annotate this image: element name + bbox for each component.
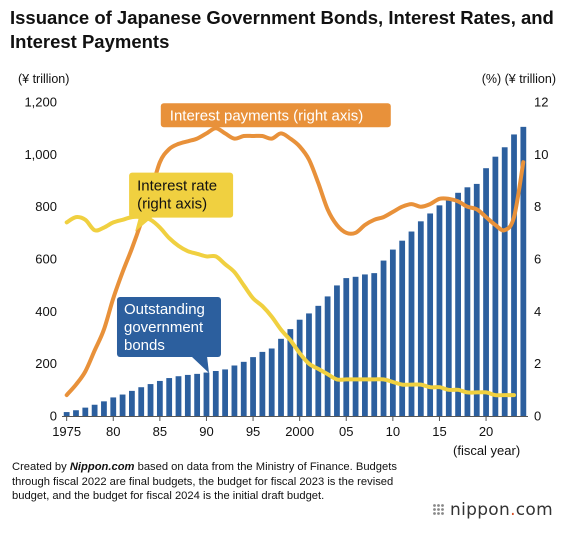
bar-outstanding: [175, 376, 182, 416]
right-tick-label: 8: [534, 199, 541, 214]
bar-outstanding: [501, 147, 508, 417]
left-tick-label: 1,000: [24, 147, 57, 162]
right-tick-label: 10: [534, 147, 548, 162]
bar-outstanding: [212, 370, 219, 416]
interest-rate-label-box: [129, 172, 234, 218]
bar-outstanding: [427, 213, 434, 416]
bar-outstanding: [362, 274, 368, 416]
bar-outstanding: [483, 168, 489, 416]
x-tick-label: 90: [199, 424, 213, 439]
left-axis-label: (¥ trillion): [18, 72, 69, 86]
outstanding-label-line: government: [124, 319, 204, 336]
bar-outstanding: [324, 296, 331, 416]
interest-payments-label: Interest payments (right axis): [170, 107, 363, 124]
bar-outstanding: [464, 187, 471, 416]
x-tick-label: 95: [246, 424, 260, 439]
bar-outstanding: [380, 260, 387, 416]
brand-dot: .: [510, 500, 516, 520]
bar-series-outstanding: [63, 126, 527, 417]
x-tick-label: 80: [106, 424, 120, 439]
x-tick-label: 1975: [52, 424, 81, 439]
bar-outstanding: [73, 410, 79, 416]
bar-outstanding: [287, 329, 294, 416]
outstanding-label-box: [116, 296, 221, 357]
x-tick-label: 2000: [285, 424, 314, 439]
bar-outstanding: [63, 412, 70, 416]
x-axis-label: (fiscal year): [453, 443, 520, 458]
bar-outstanding: [82, 407, 89, 416]
bar-outstanding: [203, 372, 210, 416]
bar-outstanding: [147, 384, 154, 416]
interest-rate-label-pointer: [135, 216, 154, 232]
right-tick-label: 0: [534, 409, 541, 424]
x-tick-label: 10: [386, 424, 400, 439]
bar-outstanding: [278, 338, 284, 416]
bar-outstanding: [389, 249, 396, 416]
right-tick-label: 6: [534, 252, 541, 267]
right-axis-label: (%) (¥ trillion): [482, 72, 556, 86]
bar-outstanding: [91, 404, 98, 416]
bar-outstanding: [194, 373, 201, 416]
bar-outstanding: [436, 205, 443, 416]
chart: (¥ trillion) (%) (¥ trillion)020040060080…: [18, 72, 556, 458]
bar-outstanding: [184, 374, 191, 416]
bar-outstanding: [250, 357, 256, 416]
bar-outstanding: [520, 126, 527, 416]
left-tick-label: 600: [35, 252, 57, 267]
bar-outstanding: [315, 305, 322, 416]
bar-outstanding: [119, 394, 126, 416]
brand-name: nippon: [450, 500, 511, 520]
source-note: Created by Nippon.com based on data from…: [12, 460, 422, 504]
bar-outstanding: [231, 365, 238, 416]
bar-outstanding: [445, 198, 452, 416]
bar-outstanding: [268, 348, 275, 416]
right-tick-label: 12: [534, 95, 548, 110]
bar-outstanding: [371, 273, 378, 416]
bar-outstanding: [343, 278, 350, 416]
bar-outstanding: [492, 156, 499, 416]
interest-payments-label-box: [160, 103, 391, 128]
outstanding-label-pointer: [190, 355, 209, 373]
bar-outstanding: [156, 380, 163, 416]
brand-logo: nippon.com: [432, 500, 553, 520]
left-tick-label: 0: [50, 409, 57, 424]
bar-outstanding: [417, 221, 424, 416]
right-tick-label: 2: [534, 356, 541, 371]
outstanding-label-line: bonds: [124, 337, 165, 354]
x-tick-label: 85: [153, 424, 167, 439]
x-tick-label: 15: [432, 424, 446, 439]
bar-outstanding: [334, 285, 340, 416]
bar-outstanding: [408, 231, 415, 416]
chart-title: Issuance of Japanese Government Bonds, I…: [10, 7, 554, 52]
bar-outstanding: [110, 397, 117, 416]
bar-outstanding: [166, 378, 173, 416]
interest-rate-label-line: (right axis): [137, 196, 207, 213]
bar-outstanding: [129, 390, 135, 416]
right-tick-label: 4: [534, 304, 541, 319]
bar-outstanding: [101, 401, 107, 416]
left-tick-label: 400: [35, 304, 57, 319]
source-prefix: Created by: [12, 461, 70, 473]
bar-outstanding: [240, 361, 247, 416]
bar-outstanding: [399, 240, 406, 416]
bar-outstanding: [352, 276, 359, 416]
bar-outstanding: [473, 183, 480, 416]
bar-outstanding: [296, 319, 303, 416]
bar-outstanding: [455, 192, 461, 416]
left-tick-label: 800: [35, 199, 57, 214]
x-tick-label: 05: [339, 424, 353, 439]
source-details: based on data from the Ministry of Finan…: [12, 461, 397, 502]
bar-outstanding: [222, 369, 228, 416]
brand-tld: com: [515, 500, 553, 520]
bar-outstanding: [511, 134, 517, 417]
source-name: Nippon.com: [69, 461, 135, 473]
outstanding-label-line: Outstanding: [124, 301, 205, 318]
bar-outstanding: [259, 351, 266, 416]
left-tick-label: 200: [35, 356, 57, 371]
x-tick-label: 20: [479, 424, 493, 439]
nippon-logo-icon: [433, 504, 444, 515]
interest-rate-label-line: Interest rate: [137, 178, 217, 195]
left-tick-label: 1,200: [24, 95, 57, 110]
bar-outstanding: [138, 387, 145, 416]
